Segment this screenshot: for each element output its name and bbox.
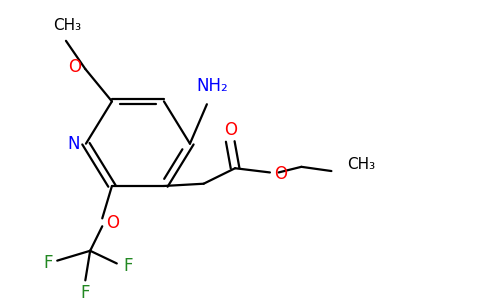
Text: CH₃: CH₃ [348,157,376,172]
Text: O: O [224,121,237,139]
Text: F: F [80,284,90,300]
Text: CH₃: CH₃ [53,18,81,33]
Text: O: O [106,214,119,232]
Text: F: F [123,257,133,275]
Text: F: F [43,254,52,272]
Text: NH₂: NH₂ [197,77,228,95]
Text: N: N [67,135,80,153]
Text: O: O [274,165,287,183]
Text: O: O [68,58,81,76]
